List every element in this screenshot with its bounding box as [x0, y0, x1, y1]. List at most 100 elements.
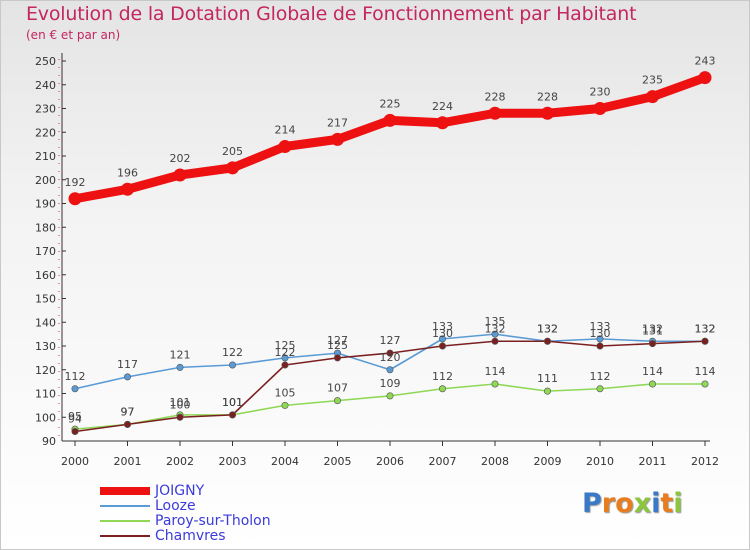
series-point — [173, 168, 187, 182]
series-point — [698, 71, 712, 85]
series-point — [176, 413, 184, 421]
data-label: 217 — [327, 116, 348, 129]
y-tick-label: 230 — [35, 103, 56, 116]
x-tick-label: 2003 — [219, 455, 247, 468]
chart-subtitle: (en € et par an) — [26, 28, 121, 42]
series-point — [701, 380, 709, 388]
series-point — [68, 192, 82, 206]
data-label: 132 — [537, 322, 558, 335]
data-label: 192 — [65, 176, 86, 189]
series-point — [436, 116, 449, 130]
y-tick-label: 140 — [35, 316, 56, 329]
data-label: 133 — [590, 320, 611, 333]
y-tick-label: 180 — [35, 221, 56, 234]
series-point — [488, 106, 502, 120]
data-label: 114 — [695, 365, 716, 378]
series-point — [229, 411, 237, 419]
x-tick-label: 2001 — [114, 455, 142, 468]
y-tick-label: 200 — [35, 174, 56, 187]
y-tick-label: 220 — [35, 126, 56, 139]
data-label: 243 — [695, 55, 716, 68]
data-label: 121 — [170, 348, 191, 361]
legend-swatch-paroy — [100, 520, 150, 522]
series-point — [438, 335, 446, 343]
logo-letter: i — [673, 488, 683, 519]
data-label: 112 — [65, 370, 86, 383]
y-tick-label: 170 — [35, 245, 56, 258]
data-label: 130 — [590, 327, 611, 340]
data-label: 127 — [327, 334, 348, 347]
x-tick-label: 2009 — [534, 455, 562, 468]
series-point — [438, 385, 446, 393]
proxiti-logo: Proxiti — [582, 488, 683, 519]
series-point — [278, 140, 292, 153]
data-label: 224 — [432, 100, 453, 113]
data-label: 120 — [380, 351, 401, 364]
data-label: 132 — [537, 322, 558, 335]
data-label: 131 — [642, 325, 663, 338]
data-label: 235 — [642, 74, 663, 87]
series-point — [701, 337, 709, 345]
data-label: 105 — [275, 386, 296, 399]
logo-letter: r — [601, 488, 616, 519]
data-label: 101 — [170, 396, 191, 409]
data-label: 95 — [68, 410, 82, 423]
x-tick-label: 2011 — [639, 455, 667, 468]
data-label: 127 — [380, 334, 401, 347]
y-tick-label: 240 — [35, 79, 56, 92]
y-tick-label: 130 — [35, 340, 56, 353]
series-line-joigny — [70, 73, 710, 204]
series-point — [383, 113, 397, 127]
y-tick-label: 190 — [35, 198, 56, 211]
legend-label-chamvres: Chamvres — [155, 528, 226, 544]
data-label: 125 — [327, 339, 348, 352]
y-tick-label: 110 — [35, 388, 56, 401]
y-tick-label: 160 — [35, 269, 56, 282]
data-label: 109 — [380, 377, 401, 390]
legend-label-joigny: JOIGNY — [155, 483, 205, 499]
y-tick-label: 150 — [35, 293, 56, 306]
y-tick-label: 210 — [35, 150, 56, 163]
data-label: 132 — [695, 322, 716, 335]
y-tick-label: 250 — [35, 55, 56, 68]
data-label: 94 — [68, 413, 82, 426]
y-tick-label: 120 — [35, 364, 56, 377]
data-label: 205 — [222, 145, 243, 158]
data-label: 125 — [275, 339, 296, 352]
series-point — [386, 366, 394, 374]
data-label: 114 — [642, 365, 663, 378]
series-point — [121, 182, 134, 196]
legend-label-paroy: Paroy-sur-Tholon — [155, 513, 271, 529]
logo-letter: t — [660, 488, 674, 519]
series-point — [491, 330, 499, 338]
series-point — [281, 354, 289, 362]
data-label: 101 — [222, 396, 243, 409]
data-label: 112 — [432, 370, 453, 383]
series-point — [596, 385, 604, 393]
x-tick-label: 2002 — [166, 455, 194, 468]
legend-swatch-chamvres — [100, 535, 150, 537]
series-point — [124, 373, 132, 381]
series-point — [491, 380, 499, 388]
x-tick-label: 2012 — [691, 455, 719, 468]
data-label: 132 — [642, 322, 663, 335]
series-point — [386, 392, 394, 400]
series-point — [543, 387, 551, 395]
data-label: 133 — [432, 320, 453, 333]
data-label: 230 — [590, 86, 611, 99]
data-label: 214 — [275, 124, 296, 137]
series-point — [176, 363, 184, 371]
series-point — [596, 342, 604, 350]
legend-label-looze: Looze — [155, 498, 196, 514]
data-label: 114 — [485, 365, 506, 378]
series-point — [386, 349, 394, 357]
series-point — [229, 361, 237, 369]
data-label: 100 — [170, 398, 191, 411]
y-tick-label: 100 — [35, 411, 56, 424]
data-label: 202 — [170, 152, 191, 165]
data-label: 225 — [380, 97, 401, 110]
data-label: 228 — [537, 90, 558, 103]
x-tick-label: 2005 — [324, 455, 352, 468]
logo-letter: i — [651, 488, 661, 519]
